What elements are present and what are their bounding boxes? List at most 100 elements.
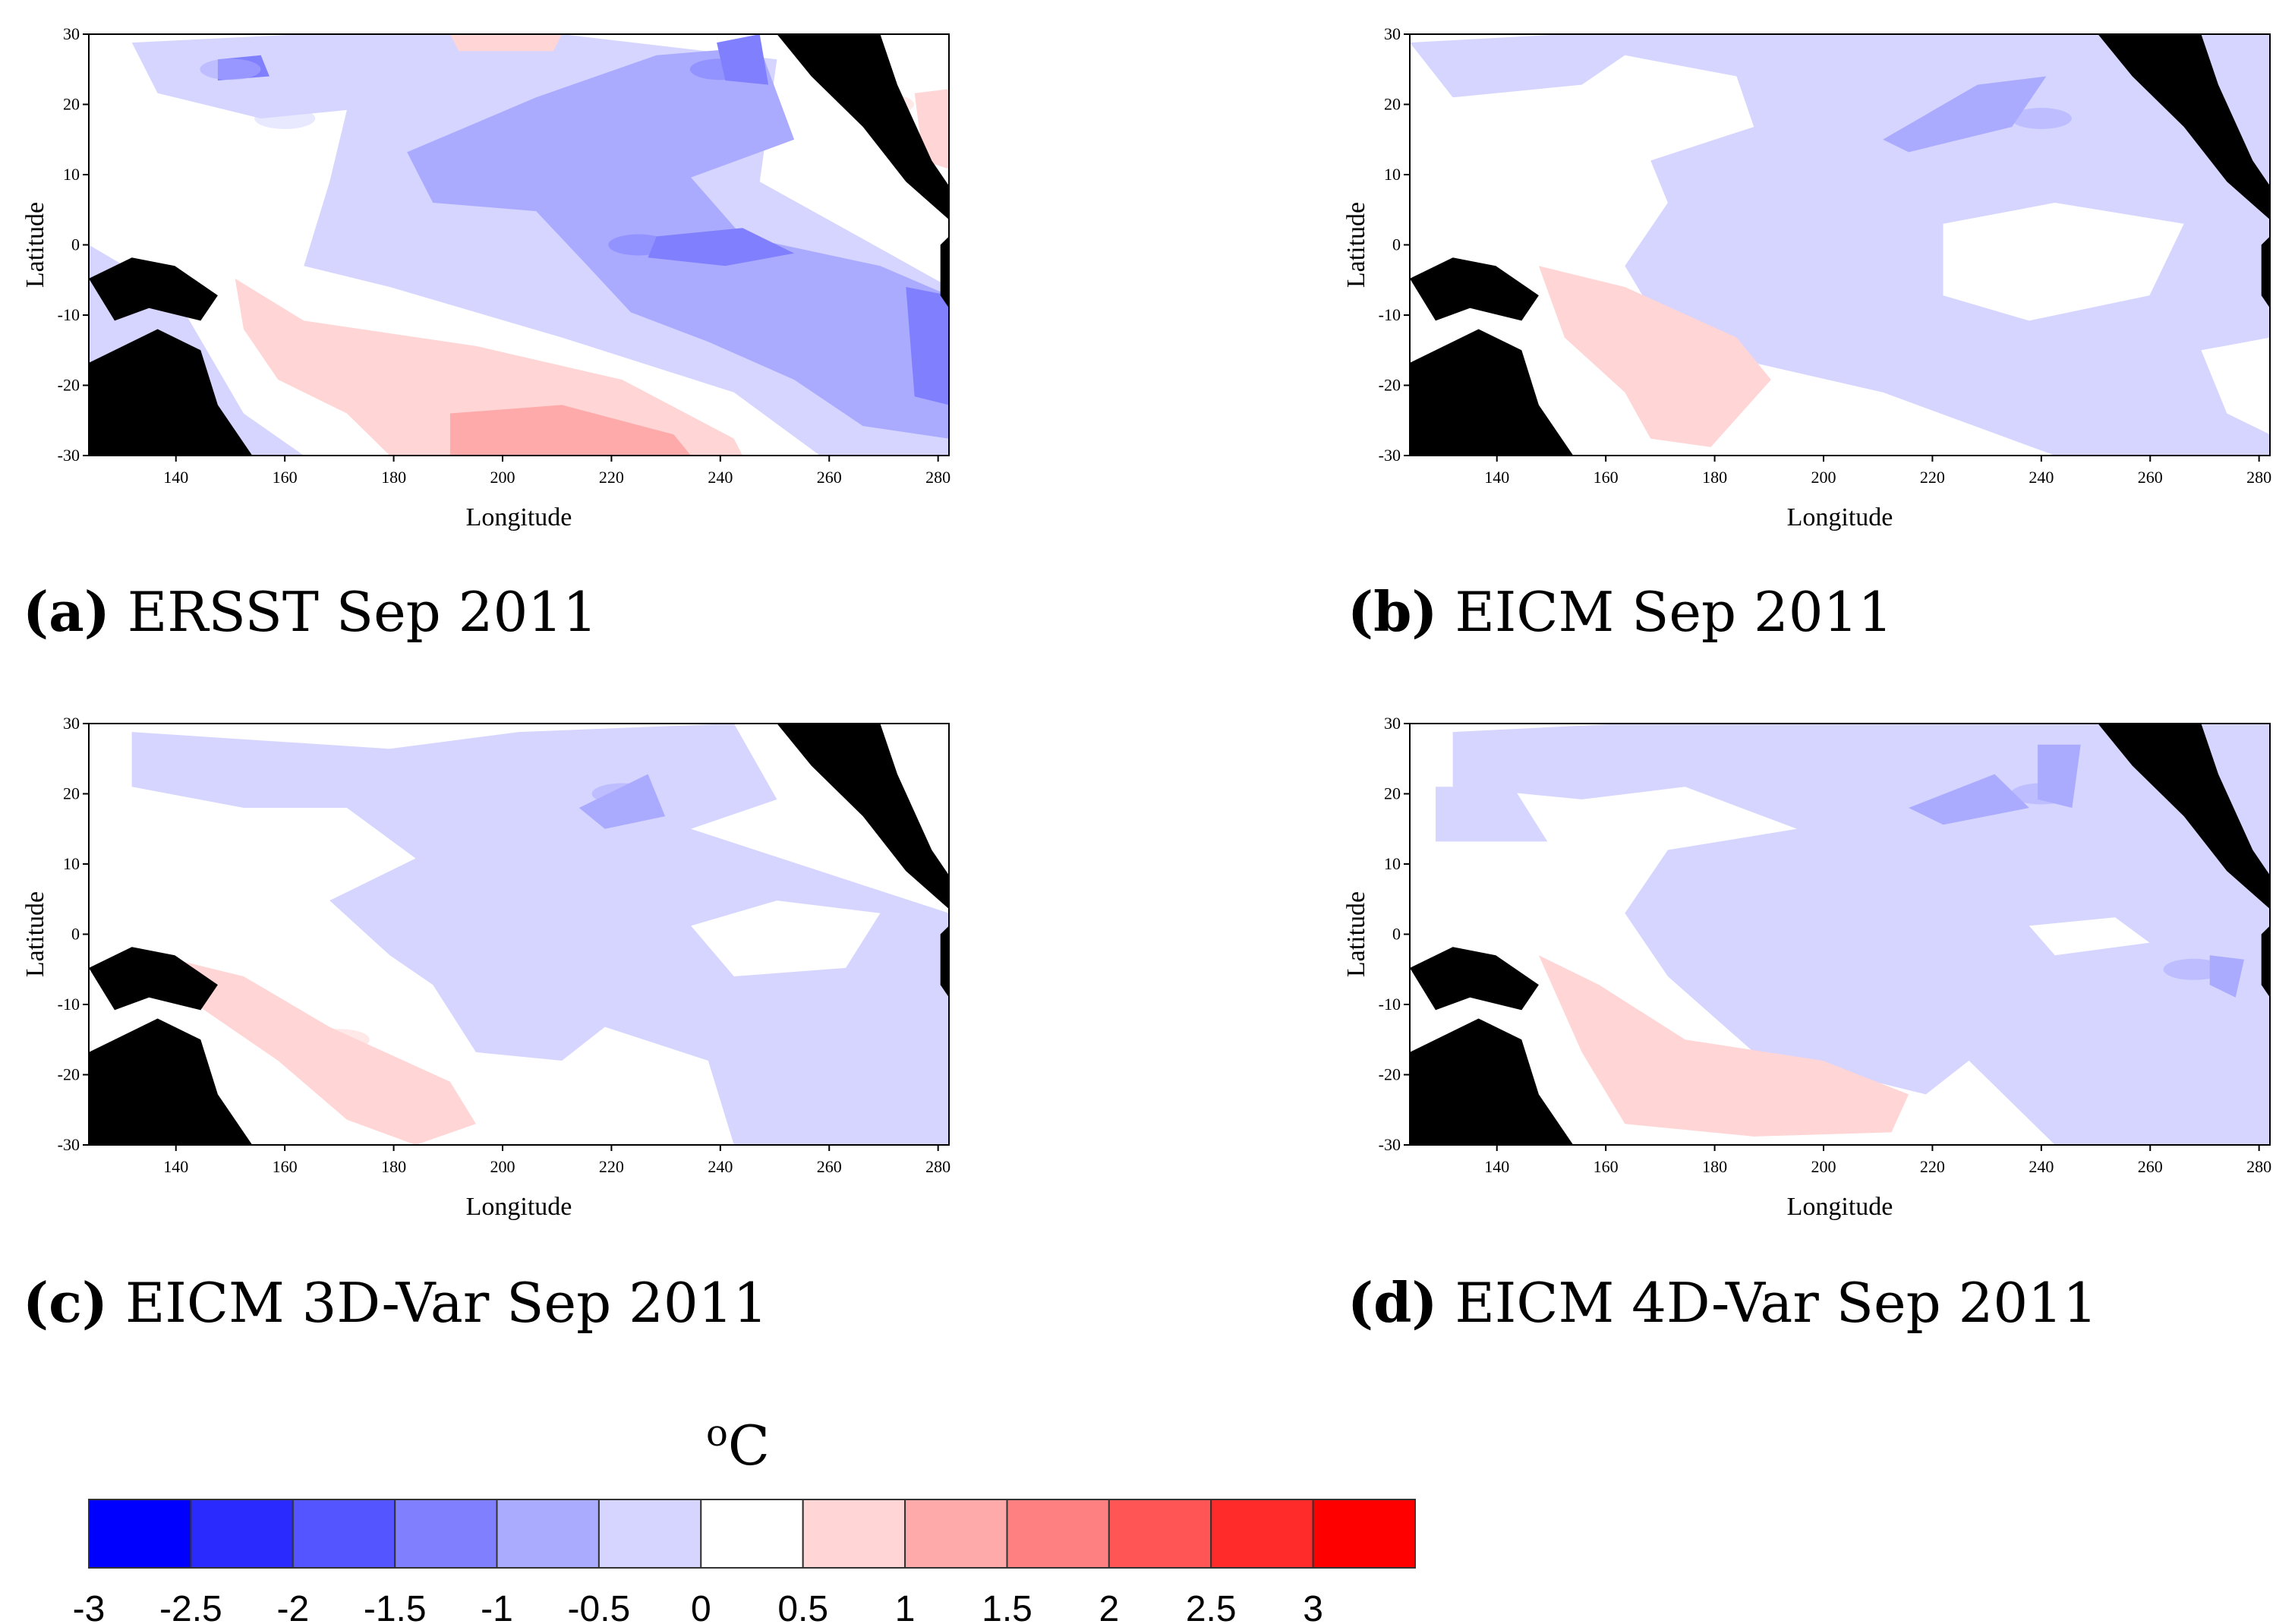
colorbar-box-0 (88, 1499, 192, 1569)
colorbar-box-10 (1108, 1499, 1212, 1569)
colorbar-tick-8: 1 (895, 1589, 916, 1624)
anomaly-region-a-3 (648, 228, 795, 266)
ytick-label-c-3: 0 (71, 925, 80, 944)
anomaly-point-a-2 (553, 150, 615, 172)
anomaly-region-a-10 (449, 34, 563, 52)
xtick-label-c-4: 220 (599, 1157, 624, 1176)
caption-d: (d) EICM 4D-Var Sep 2011 (1348, 1270, 2098, 1335)
ytick-label-a-2: 10 (63, 165, 80, 184)
anomaly-point-a-1 (200, 58, 261, 80)
plot-area-b (1409, 33, 2271, 456)
colorbar-box-9 (1006, 1499, 1110, 1569)
land-b-2 (2098, 34, 2270, 220)
caption-d-label: (d) (1348, 1270, 1438, 1335)
xtick-label-a-1: 160 (273, 468, 298, 487)
anomaly-region-a-7 (235, 278, 743, 456)
colorbar-tick-1: -2.5 (159, 1589, 222, 1624)
anomaly-field-b (1410, 34, 2270, 456)
ytick-label-b-1: 20 (1384, 95, 1401, 114)
anomaly-region-a-5 (906, 287, 949, 405)
xtick-label-d-4: 220 (1920, 1157, 1945, 1176)
map-b: 140 160 180 200 220 240 260 280 30 20 10 0 -10 -20 -30… (1342, 24, 2271, 531)
colorbar-tick-4: -1 (481, 1589, 513, 1624)
ytick-label-c-6: -30 (58, 1135, 80, 1154)
xtick-label-d-2: 180 (1702, 1157, 1727, 1176)
colorbar-tick-5: -0.5 (568, 1589, 631, 1624)
ytick-label-d-6: -30 (1379, 1135, 1401, 1154)
colorbar-unit-letter: C (727, 1414, 770, 1477)
xtick-label-a-0: 140 (163, 468, 188, 487)
colorbar-tick-12: 3 (1303, 1589, 1323, 1624)
anomaly-point-a-7 (308, 339, 370, 361)
anomaly-point-d-0 (1984, 867, 2044, 889)
anomaly-point-b-2 (2065, 339, 2126, 361)
anomaly-point-a-5 (826, 339, 887, 361)
colorbar-unit: oC (706, 1412, 770, 1477)
anomaly-point-c-1 (591, 783, 653, 805)
anomaly-point-d-3 (2163, 958, 2224, 980)
colorbar-box-3 (394, 1499, 498, 1569)
xtick-label-d-3: 200 (1811, 1157, 1836, 1176)
land-c-0 (89, 947, 218, 1011)
anomaly-region-d-1 (1436, 787, 1548, 842)
xtick-label-a-3: 200 (490, 468, 515, 487)
xtick-label-b-1: 160 (1594, 468, 1619, 487)
xtick-label-c-5: 240 (708, 1157, 733, 1176)
xtick-label-a-4: 220 (599, 468, 624, 487)
colorbar-tick-0: -3 (73, 1589, 106, 1624)
ytick-label-a-1: 20 (63, 95, 80, 114)
xlabel-d: Longitude (1787, 1193, 1893, 1221)
anomaly-field-a (89, 34, 949, 456)
anomaly-region-b-4 (1538, 266, 1771, 447)
ylabel-b: Latitude (1342, 202, 1370, 288)
xtick-label-b-2: 180 (1702, 468, 1727, 487)
ylabel-a: Latitude (21, 202, 49, 288)
colorbar-box-12 (1312, 1499, 1416, 1569)
colorbar-tick-10: 2 (1099, 1589, 1119, 1624)
land-d-0 (1410, 947, 1539, 1011)
anomaly-point-b-3 (1657, 339, 1718, 361)
xtick-label-c-1: 160 (273, 1157, 298, 1176)
land-b-3 (2261, 236, 2270, 308)
colorbar-tick-7: 0.5 (777, 1589, 828, 1624)
xlabel-b: Longitude (1787, 503, 1893, 531)
plot-area-d (1409, 723, 2271, 1146)
caption-c: (c) EICM 3D-Var Sep 2011 (23, 1270, 768, 1335)
caption-a-label: (a) (23, 579, 110, 644)
anomaly-field-c (89, 724, 949, 1145)
ytick-label-a-4: -10 (58, 305, 80, 324)
land-d-1 (1410, 1018, 1574, 1145)
xtick-label-a-2: 180 (381, 468, 406, 487)
ytick-label-c-0: 30 (63, 714, 80, 733)
anomaly-region-b-2 (1943, 203, 2184, 321)
ytick-label-b-4: -10 (1379, 305, 1401, 324)
anomaly-point-a-6 (472, 409, 533, 431)
xtick-label-d-6: 260 (2138, 1157, 2163, 1176)
anomaly-point-c-2 (771, 1064, 833, 1086)
anomaly-point-a-3 (608, 234, 670, 256)
anomaly-point-d-1 (2010, 783, 2072, 805)
land-b-0 (1410, 257, 1539, 321)
land-a-2 (777, 34, 949, 220)
anomaly-region-d-0 (1452, 724, 2270, 1145)
ytick-label-d-4: -10 (1379, 995, 1401, 1014)
anomaly-region-d-5 (2029, 917, 2150, 956)
ylabel-c: Latitude (21, 891, 49, 977)
ytick-label-d-1: 20 (1384, 784, 1401, 803)
xtick-label-c-0: 140 (163, 1157, 188, 1176)
caption-a: (a) ERSST Sep 2011 (23, 579, 597, 644)
xtick-label-b-5: 240 (2029, 468, 2054, 487)
colorbar-tick-11: 2.5 (1186, 1589, 1237, 1624)
ytick-label-d-3: 0 (1392, 925, 1401, 944)
xtick-label-c-7: 280 (925, 1157, 950, 1176)
land-a-0 (89, 257, 218, 321)
xtick-label-a-6: 260 (817, 468, 842, 487)
ytick-label-d-0: 30 (1384, 714, 1401, 733)
xtick-label-c-2: 180 (381, 1157, 406, 1176)
caption-b-label: (b) (1348, 579, 1438, 644)
colorbar-box-6 (700, 1499, 804, 1569)
xtick-label-b-3: 200 (1811, 468, 1836, 487)
land-d-2 (2098, 724, 2270, 910)
xtick-label-d-5: 240 (2029, 1157, 2054, 1176)
xtick-label-d-0: 140 (1484, 1157, 1509, 1176)
